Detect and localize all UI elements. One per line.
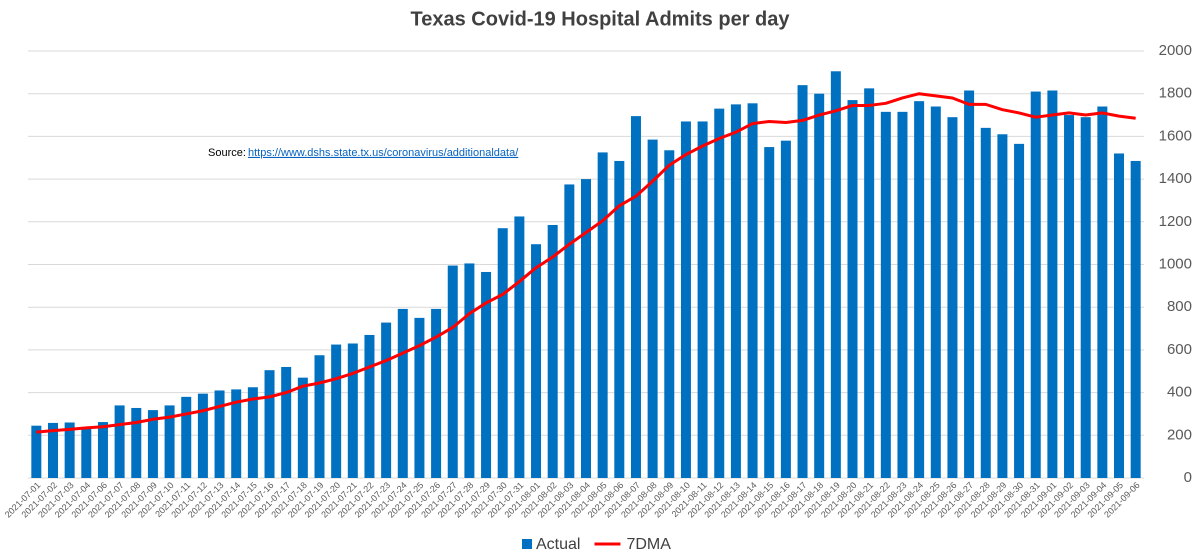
bar (114, 405, 125, 478)
bar (830, 71, 841, 478)
bar (730, 104, 741, 478)
y-tick-label: 1000 (1159, 255, 1192, 272)
bar (997, 134, 1008, 478)
bar (164, 405, 175, 478)
bar (714, 108, 725, 479)
bar (780, 140, 791, 479)
bar (680, 121, 691, 478)
y-tick-label: 1600 (1159, 127, 1192, 144)
bar (381, 322, 392, 478)
bar (264, 370, 275, 478)
bar (81, 428, 92, 478)
bar (1014, 143, 1025, 478)
y-tick-label: 0 (1184, 469, 1192, 486)
bar (397, 308, 408, 478)
legend-label: Actual (536, 536, 580, 553)
bar (697, 121, 708, 478)
y-tick-label: 1800 (1159, 85, 1192, 102)
y-tick-label: 1400 (1159, 170, 1192, 187)
bar (281, 366, 292, 478)
line (36, 92, 1136, 434)
bar (914, 101, 925, 479)
bar (497, 228, 508, 478)
bar (181, 396, 192, 478)
bar (1114, 153, 1125, 479)
y-tick-label: 600 (1167, 341, 1192, 358)
legend-label: 7DMA (626, 536, 671, 553)
bar (930, 106, 941, 478)
bar (547, 225, 558, 478)
bar (581, 179, 591, 478)
bar (797, 85, 808, 478)
bar (564, 184, 575, 478)
bar (297, 377, 308, 478)
bar (247, 387, 258, 478)
bar (364, 334, 375, 478)
source-link[interactable]: https://www.dshs.state.tx.us/coronavirus… (248, 147, 519, 159)
bar (431, 308, 442, 478)
bar (231, 389, 242, 478)
bar (597, 152, 608, 478)
bar (531, 244, 542, 478)
bar (1047, 90, 1058, 478)
chart-title: Texas Covid-19 Hospital Admits per day (411, 8, 791, 30)
bar (47, 422, 58, 478)
legend-swatch (522, 539, 532, 549)
bar (964, 90, 975, 478)
bar (1030, 91, 1041, 478)
bar (314, 355, 325, 478)
source-label: Source: (208, 147, 246, 159)
bar (630, 116, 641, 479)
bar (64, 422, 75, 478)
bar (1064, 115, 1075, 479)
bar (647, 139, 658, 479)
bar (747, 103, 758, 479)
bar (197, 393, 208, 478)
bar (147, 410, 158, 478)
bar (1130, 160, 1141, 478)
bar (1080, 117, 1091, 478)
bar (414, 317, 425, 478)
bar (814, 93, 825, 478)
bar (514, 216, 525, 478)
bar (880, 111, 891, 478)
bar (481, 271, 492, 478)
bar (980, 127, 991, 479)
bar (1097, 106, 1108, 478)
bar (97, 422, 108, 478)
bar (447, 265, 458, 478)
bar (864, 88, 875, 479)
bar (31, 425, 42, 478)
bar (897, 111, 908, 478)
bar (947, 117, 958, 478)
bar (664, 150, 675, 478)
y-tick-label: 200 (1167, 426, 1192, 443)
bar (464, 263, 475, 478)
bar (214, 390, 225, 478)
bar (847, 100, 858, 478)
bar (131, 407, 142, 478)
y-tick-label: 1200 (1159, 213, 1192, 230)
bar (331, 344, 342, 478)
bar (347, 343, 358, 478)
bar (614, 160, 625, 478)
y-tick-label: 2000 (1159, 42, 1192, 59)
y-tick-label: 800 (1167, 298, 1192, 315)
y-tick-label: 400 (1167, 384, 1192, 401)
bar (764, 147, 775, 478)
